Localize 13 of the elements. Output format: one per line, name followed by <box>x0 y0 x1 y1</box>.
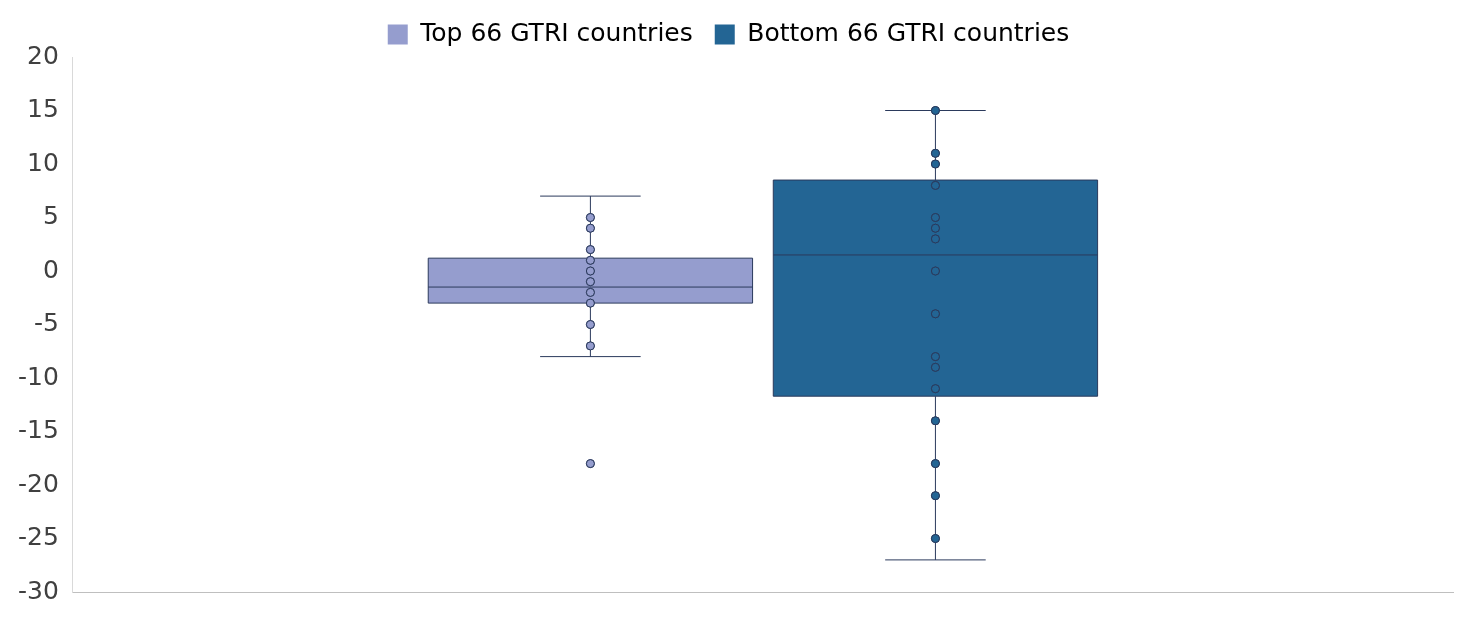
legend-label: Top 66 GTRI countries <box>419 18 693 47</box>
y-tick-label: 10 <box>27 147 59 177</box>
y-tick-label: -10 <box>17 361 59 391</box>
y-tick-label: -25 <box>17 522 59 551</box>
y-tick-label: -30 <box>17 575 59 605</box>
y-tick-label: -20 <box>17 468 59 498</box>
legend-label: Bottom 66 GTRI countries <box>747 18 1070 47</box>
y-tick-label: -15 <box>17 415 59 444</box>
y-tick-label: -5 <box>33 308 59 337</box>
y-tick-label: 5 <box>42 201 59 230</box>
y-tick-label: 0 <box>42 254 59 284</box>
y-tick-label: 20 <box>27 40 59 70</box>
y-tick-label: 15 <box>27 94 59 123</box>
